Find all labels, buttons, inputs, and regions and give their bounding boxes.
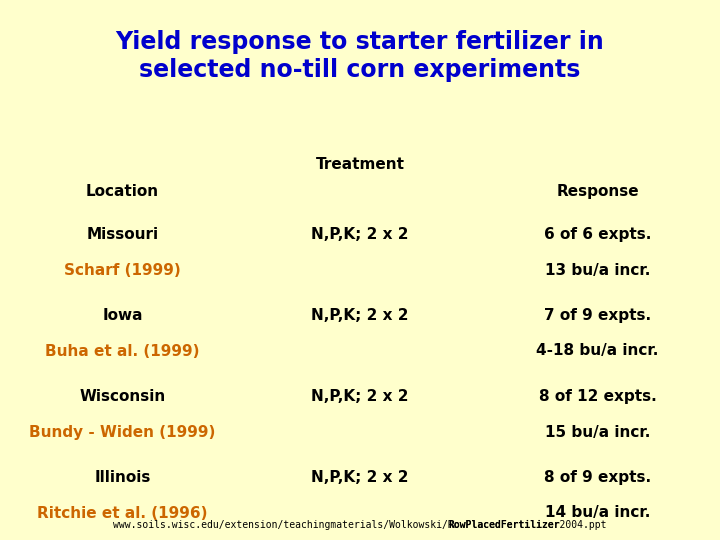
Text: Buha et al. (1999): Buha et al. (1999): [45, 343, 199, 359]
Text: Location: Location: [86, 184, 159, 199]
Text: 13 bu/a incr.: 13 bu/a incr.: [545, 262, 650, 278]
Text: Scharf (1999): Scharf (1999): [64, 262, 181, 278]
Text: Iowa: Iowa: [102, 308, 143, 323]
Text: 8 of 12 expts.: 8 of 12 expts.: [539, 389, 657, 404]
Text: Response: Response: [557, 184, 639, 199]
Text: www.soils.wisc.edu/extension/teachingmaterials/Wolkowski/RowPlacedFertilizer2004: www.soils.wisc.edu/extension/teachingmat…: [113, 520, 607, 530]
Text: 15 bu/a incr.: 15 bu/a incr.: [545, 424, 650, 440]
Text: N,P,K; 2 x 2: N,P,K; 2 x 2: [311, 389, 409, 404]
Text: RowPlacedFertilizer: RowPlacedFertilizer: [448, 520, 559, 530]
Text: N,P,K; 2 x 2: N,P,K; 2 x 2: [311, 470, 409, 485]
Text: N,P,K; 2 x 2: N,P,K; 2 x 2: [311, 227, 409, 242]
Text: 6 of 6 expts.: 6 of 6 expts.: [544, 227, 652, 242]
Text: Missouri: Missouri: [86, 227, 158, 242]
Text: Yield response to starter fertilizer in
selected no-till corn experiments: Yield response to starter fertilizer in …: [116, 30, 604, 83]
Text: 8 of 9 expts.: 8 of 9 expts.: [544, 470, 651, 485]
Text: 14 bu/a incr.: 14 bu/a incr.: [545, 505, 650, 521]
Text: 4-18 bu/a incr.: 4-18 bu/a incr.: [536, 343, 659, 359]
Text: Treatment: Treatment: [315, 157, 405, 172]
Text: N,P,K; 2 x 2: N,P,K; 2 x 2: [311, 308, 409, 323]
Text: Bundy - Widen (1999): Bundy - Widen (1999): [30, 424, 215, 440]
Text: Ritchie et al. (1996): Ritchie et al. (1996): [37, 505, 207, 521]
Text: Wisconsin: Wisconsin: [79, 389, 166, 404]
Text: Illinois: Illinois: [94, 470, 150, 485]
Text: 7 of 9 expts.: 7 of 9 expts.: [544, 308, 651, 323]
